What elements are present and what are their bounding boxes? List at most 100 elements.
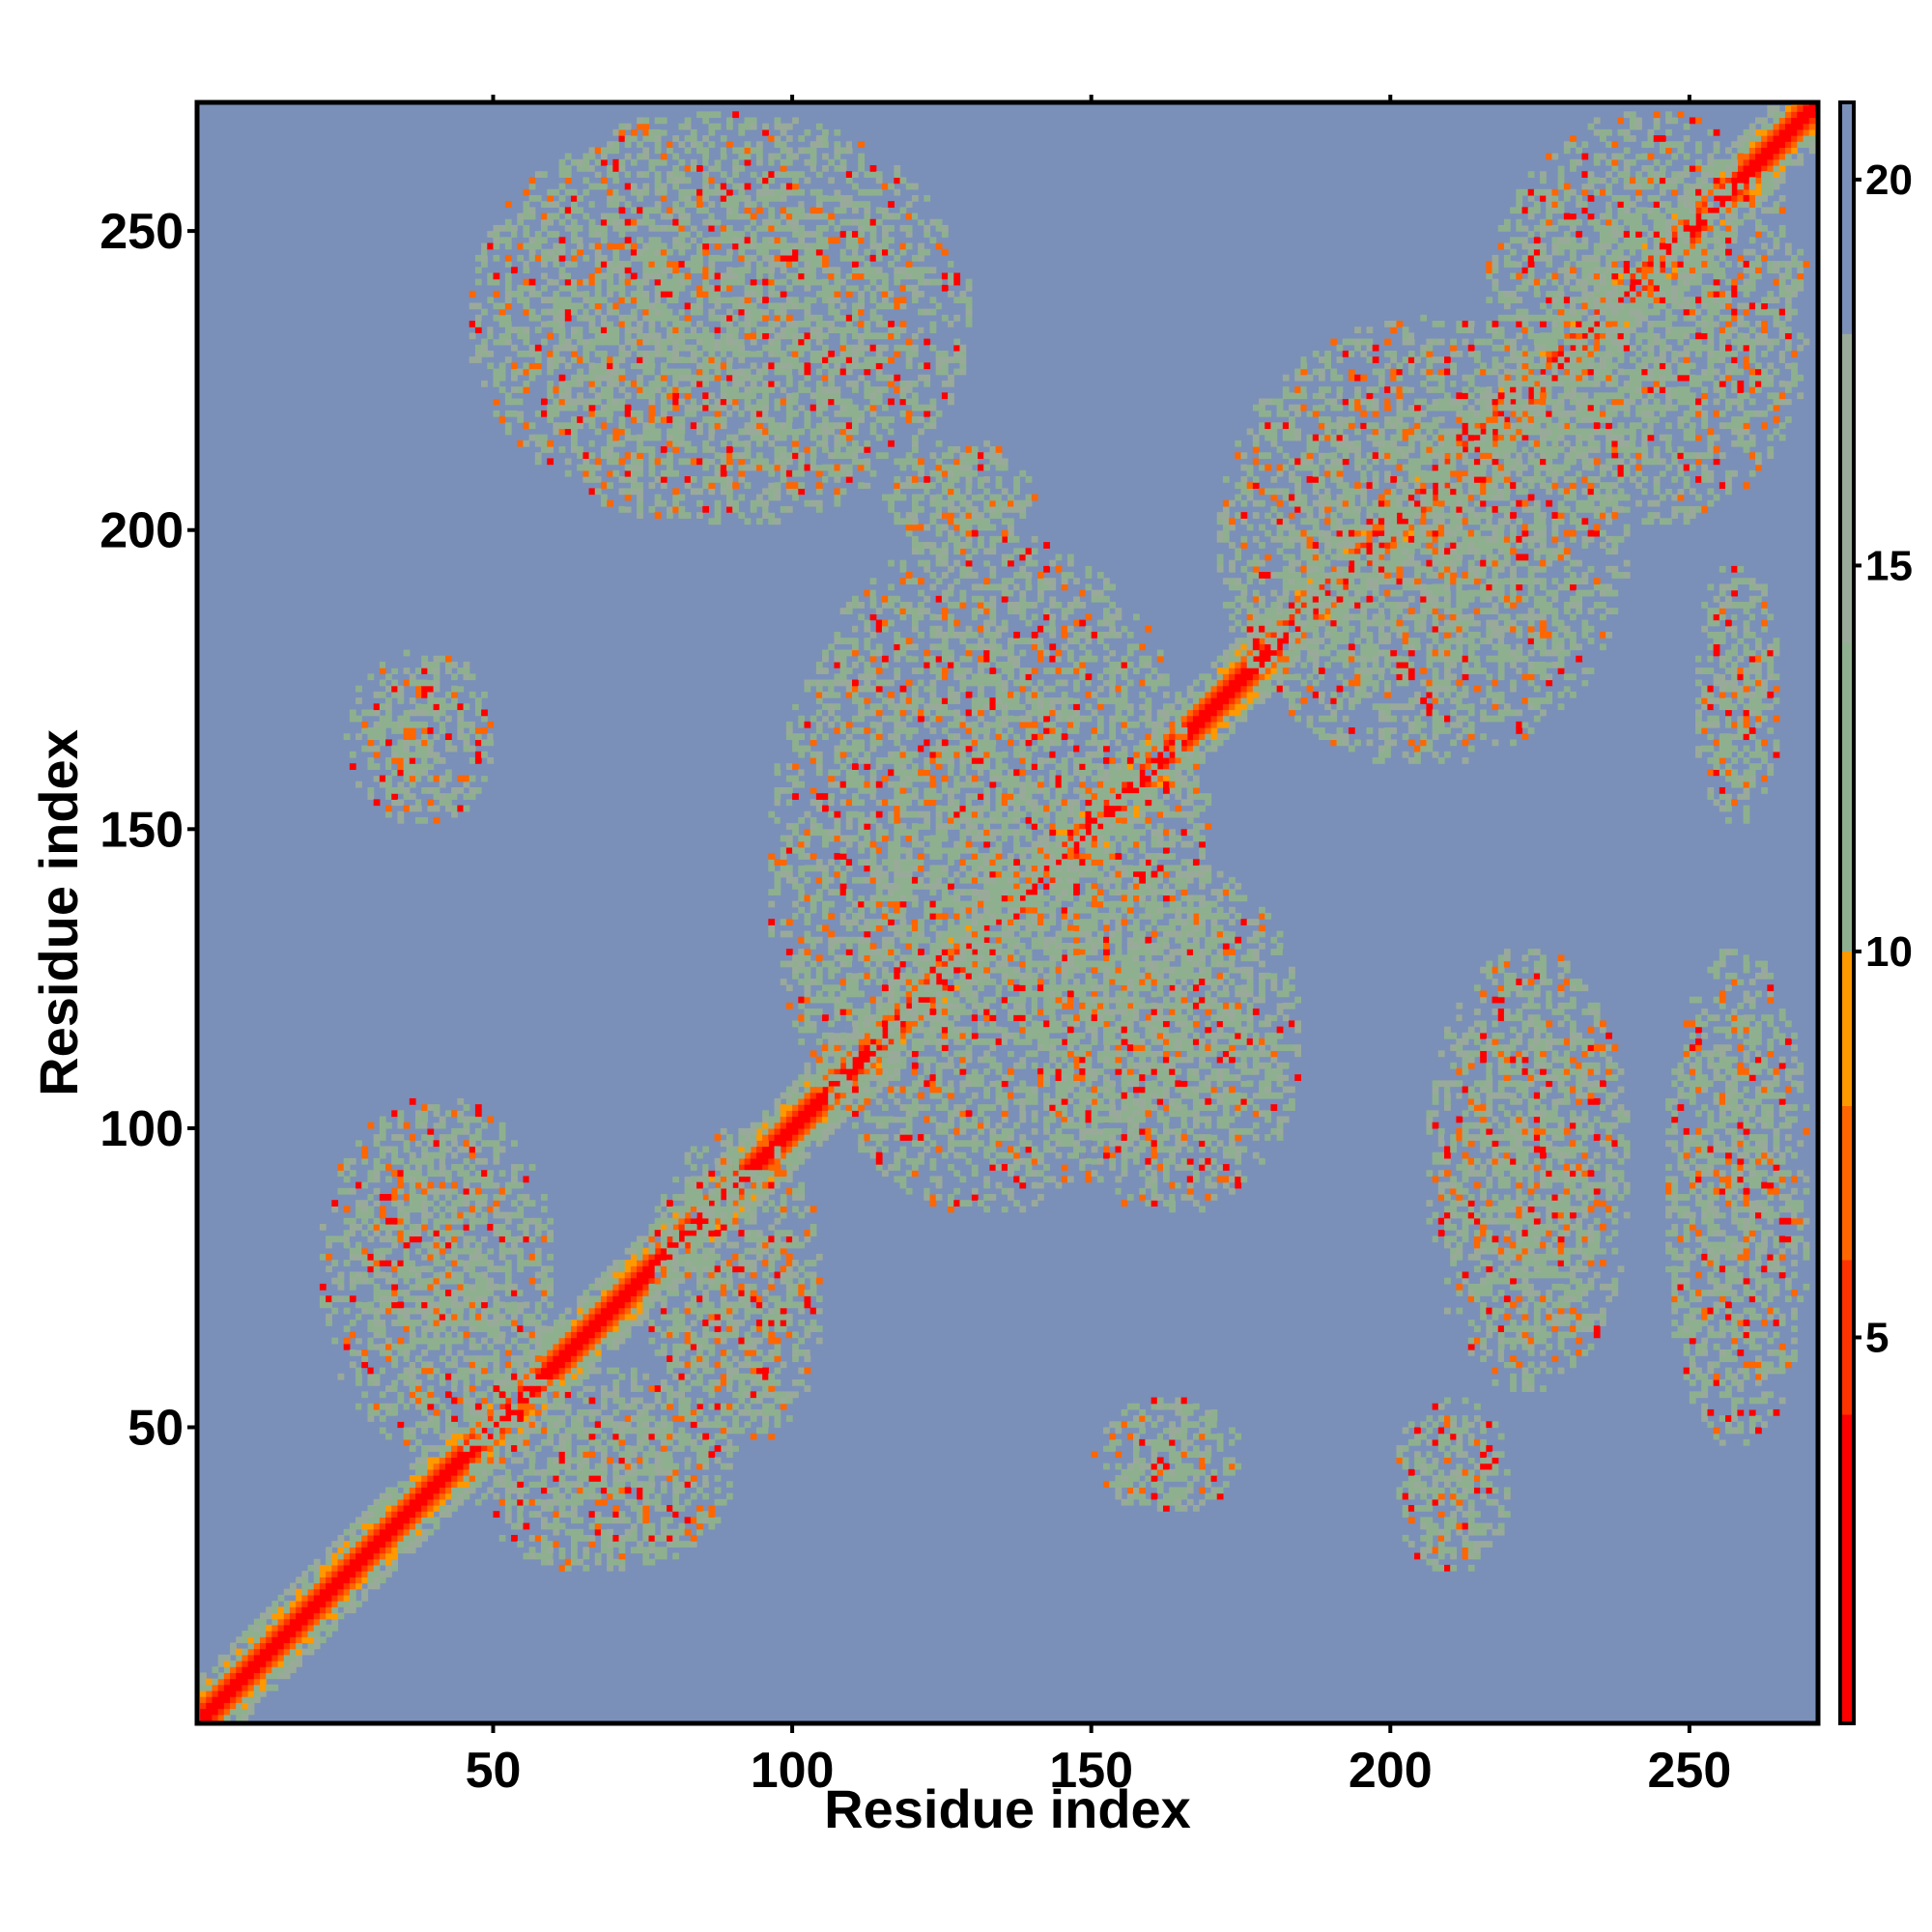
- heatmap-cell: [1151, 721, 1158, 728]
- heatmap-cell: [534, 1373, 542, 1380]
- heatmap-cell: [672, 1481, 680, 1489]
- heatmap-cell: [612, 1468, 620, 1476]
- heatmap-cell: [607, 1265, 613, 1273]
- heatmap-cell: [1778, 128, 1786, 136]
- heatmap-cell: [768, 1122, 776, 1129]
- heatmap-cell: [672, 1463, 680, 1470]
- heatmap-cell: [283, 1666, 291, 1673]
- heatmap-cell: [1719, 218, 1726, 226]
- heatmap-cell: [337, 1283, 345, 1291]
- heatmap-cell: [600, 1487, 608, 1494]
- heatmap-cell: [421, 1146, 428, 1153]
- heatmap-cell: [1264, 668, 1272, 674]
- heatmap-cell: [654, 1253, 662, 1261]
- heatmap-cell: [852, 1020, 859, 1028]
- heatmap-cell: [995, 942, 1003, 950]
- heatmap-cell: [582, 1355, 590, 1362]
- heatmap-cell: [648, 1534, 656, 1542]
- heatmap-cell: [1707, 171, 1715, 178]
- heatmap-cell: [373, 1552, 381, 1560]
- heatmap-cell: [403, 1403, 411, 1410]
- heatmap-cell: [361, 1403, 369, 1410]
- heatmap-cell: [451, 1271, 458, 1279]
- heatmap-cell: [289, 1606, 297, 1614]
- heatmap-cell: [301, 1618, 309, 1626]
- heatmap-cell: [780, 1127, 787, 1135]
- heatmap-cell: [672, 1223, 680, 1231]
- heatmap-cell: [570, 1391, 578, 1399]
- heatmap-cell: [271, 1660, 279, 1667]
- heatmap-cell: [600, 1421, 608, 1429]
- heatmap-cell: [296, 1624, 302, 1632]
- heatmap-cell: [1240, 679, 1248, 687]
- heatmap-cell: [217, 1702, 225, 1710]
- heatmap-cell: [558, 1511, 566, 1518]
- heatmap-cell: [600, 1475, 608, 1482]
- heatmap-cell: [427, 1283, 435, 1291]
- heatmap-cell: [427, 1313, 435, 1321]
- heatmap-cell: [1396, 475, 1404, 483]
- heatmap-cell: [242, 1654, 249, 1662]
- heatmap-cell: [828, 1080, 836, 1088]
- heatmap-cell: [391, 1265, 399, 1273]
- heatmap-cell: [421, 1206, 428, 1213]
- heatmap-cell: [558, 1457, 566, 1464]
- heatmap-cell: [624, 1451, 632, 1459]
- heatmap-cell: [385, 1236, 392, 1243]
- heatmap-cell: [600, 1295, 608, 1303]
- heatmap-cell: [1259, 679, 1265, 687]
- heatmap-cell: [577, 1451, 583, 1459]
- heatmap-cell: [785, 1146, 793, 1153]
- heatmap-cell: [582, 1408, 590, 1416]
- heatmap-cell: [421, 1307, 428, 1315]
- heatmap-cell: [738, 1176, 746, 1183]
- heatmap-cell: [451, 1408, 458, 1416]
- heatmap-cell: [1199, 739, 1206, 747]
- heatmap-cell: [517, 1438, 525, 1446]
- heatmap-cell: [1096, 786, 1104, 794]
- heatmap-cell: [1803, 117, 1810, 125]
- heatmap-cell: [415, 1367, 422, 1375]
- heatmap-cell: [367, 1564, 375, 1572]
- heatmap-cell: [612, 1487, 620, 1494]
- heatmap-cell: [385, 1367, 392, 1375]
- heatmap-cell: [379, 1415, 386, 1422]
- heatmap-cell: [725, 1492, 733, 1500]
- heatmap-cell: [971, 900, 979, 908]
- heatmap-cell: [403, 1498, 411, 1506]
- heatmap-cell: [242, 1660, 249, 1667]
- heatmap-cell: [690, 1253, 697, 1261]
- heatmap-cell: [451, 1438, 458, 1446]
- heatmap-cell: [1803, 128, 1810, 136]
- heatmap-cell: [1725, 177, 1732, 185]
- heatmap-cell: [391, 1547, 399, 1554]
- heatmap-cell: [1192, 721, 1200, 728]
- heatmap-cell: [1773, 165, 1780, 172]
- heatmap-cell: [343, 1236, 351, 1243]
- heatmap-cell: [367, 1541, 375, 1548]
- heatmap-cell: [1085, 823, 1093, 830]
- heatmap-cell: [1115, 769, 1122, 777]
- heatmap-cell: [558, 1564, 566, 1572]
- heatmap-cell: [1252, 697, 1260, 704]
- heatmap-cell: [1216, 673, 1224, 681]
- heatmap-cell: [409, 1505, 416, 1512]
- heatmap-cell: [355, 1277, 362, 1285]
- heatmap-cell: [517, 1433, 525, 1440]
- heatmap-cell: [439, 1277, 446, 1285]
- heatmap-cell: [217, 1714, 225, 1721]
- heatmap-cell: [469, 1457, 476, 1464]
- heatmap-cell: [558, 1325, 566, 1333]
- heatmap-cell: [266, 1612, 272, 1620]
- heatmap-cell: [313, 1594, 321, 1602]
- heatmap-cell: [1605, 284, 1612, 292]
- heatmap-cell: [457, 1481, 465, 1489]
- heatmap-cell: [630, 1438, 638, 1446]
- heatmap-cell: [319, 1223, 327, 1231]
- heatmap-cell: [421, 1481, 428, 1489]
- heatmap-cell: [1754, 158, 1762, 166]
- heatmap-cell: [630, 1451, 638, 1459]
- heatmap-cell: [433, 1331, 440, 1339]
- heatmap-cell: [1701, 201, 1709, 208]
- heatmap-cell: [319, 1624, 327, 1632]
